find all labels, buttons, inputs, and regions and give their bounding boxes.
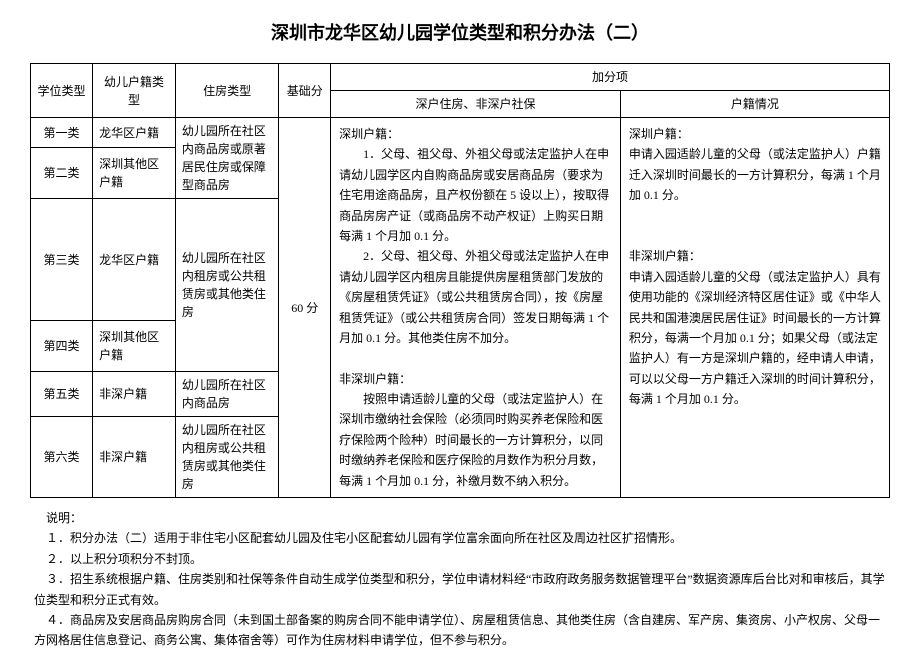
table-header-row: 学位类型 幼儿户籍类型 住房类型 基础分 加分项: [31, 64, 890, 91]
col-header-bonus-group: 加分项: [331, 64, 890, 91]
col-header-base: 基础分: [279, 64, 331, 118]
cell-bonus-hukou: 深圳户籍：申请入园适龄儿童的父母（或法定监护人）户籍迁入深圳时间最长的一方计算积…: [620, 118, 889, 498]
col-header-housing: 住房类型: [175, 64, 278, 118]
cell-type: 第四类: [31, 321, 93, 372]
cell-housing: 幼儿园所在社区内租房或公共租赁房或其他类住房: [175, 199, 278, 372]
col-header-hukou: 幼儿户籍类型: [93, 64, 176, 118]
cell-type: 第一类: [31, 118, 93, 148]
cell-housing: 幼儿园所在社区内商品房: [175, 372, 278, 417]
note-item: ４．商品房及安居商品房购房合同（未到国土部备案的购房合同不能申请学位）、房屋租赁…: [34, 610, 886, 651]
cell-hukou: 龙华区户籍: [93, 199, 176, 321]
cell-type: 第三类: [31, 199, 93, 321]
notes-section: 说明： １．积分办法（二）适用于非住宅小区配套幼儿园及住宅小区配套幼儿园有学位富…: [30, 508, 890, 651]
cell-hukou: 非深户籍: [93, 417, 176, 498]
col-header-type: 学位类型: [31, 64, 93, 118]
notes-label: 说明：: [34, 508, 886, 528]
col-header-bonus-housing: 深户住房、非深户社保: [331, 91, 621, 118]
page-title: 深圳市龙华区幼儿园学位类型和积分办法（二）: [30, 20, 890, 47]
cell-type: 第五类: [31, 372, 93, 417]
cell-bonus-housing: 深圳户籍： 1．父母、祖父母、外祖父母或法定监护人在申请幼儿园学区内自购商品房或…: [331, 118, 621, 498]
cell-hukou: 深圳其他区户籍: [93, 321, 176, 372]
scoring-table: 学位类型 幼儿户籍类型 住房类型 基础分 加分项 深户住房、非深户社保 户籍情况…: [30, 63, 890, 498]
cell-hukou: 龙华区户籍: [93, 118, 176, 148]
note-item: ２．以上积分项积分不封顶。: [34, 549, 886, 569]
cell-housing: 幼儿园所在社区内商品房或原著居民住房或保障型商品房: [175, 118, 278, 199]
col-header-bonus-hukou: 户籍情况: [620, 91, 889, 118]
cell-type: 第六类: [31, 417, 93, 498]
cell-hukou: 非深户籍: [93, 372, 176, 417]
cell-hukou: 深圳其他区户籍: [93, 148, 176, 199]
cell-base-score: 60 分: [279, 118, 331, 498]
cell-housing: 幼儿园所在社区内租房或公共租赁房或其他类住房: [175, 417, 278, 498]
note-item: １．积分办法（二）适用于非住宅小区配套幼儿园及住宅小区配套幼儿园有学位富余面向所…: [34, 528, 886, 548]
note-item: ３．招生系统根据户籍、住房类别和社保等条件自动生成学位类型和积分，学位申请材料经…: [34, 569, 886, 610]
table-row: 第一类 龙华区户籍 幼儿园所在社区内商品房或原著居民住房或保障型商品房 60 分…: [31, 118, 890, 148]
cell-type: 第二类: [31, 148, 93, 199]
